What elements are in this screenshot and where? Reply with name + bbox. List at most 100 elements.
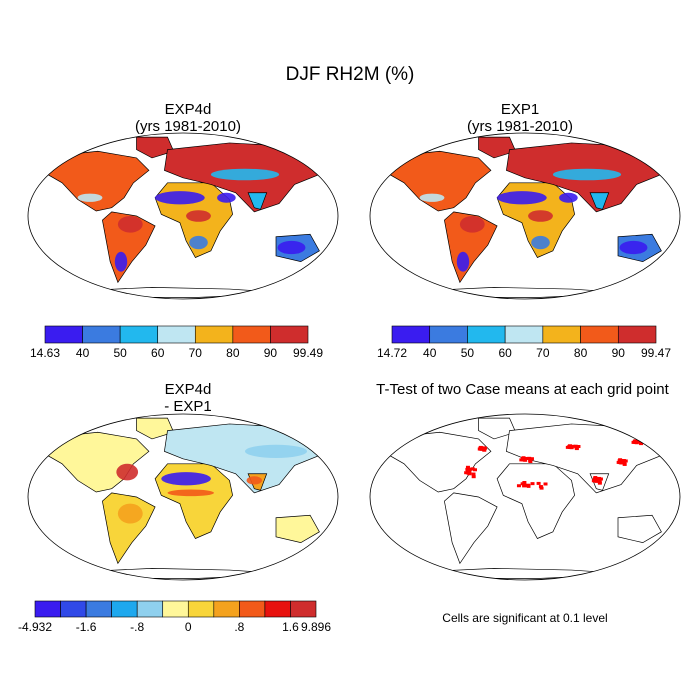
map-content-1 [39,136,333,298]
significant-cell [526,483,531,487]
field-region-7 [189,235,208,250]
significant-cell [543,482,548,486]
significant-cell [465,465,470,469]
colorbar-box [213,600,240,618]
field-region-3 [246,476,263,485]
colorbar-box [34,600,61,618]
colorbar-box [542,325,581,344]
colorbar-box [162,600,189,618]
continent-africa [496,463,575,539]
field-region-4 [186,210,211,222]
significant-cell [574,446,579,450]
colorbar-tick-label: .8 [234,620,244,634]
figure-title: DJF RH2M (%) [285,64,415,85]
continent-greenland [478,136,517,159]
field-region-0 [497,191,547,205]
field-region-4 [245,444,307,458]
field-region-8 [77,193,103,202]
map-content-4 [381,417,675,579]
colorbar-box [85,600,112,618]
field-region-3 [117,216,143,233]
field-region-5 [277,240,306,255]
map-frame-4 [369,413,681,581]
field-region-1 [217,192,236,203]
continent-australia [275,514,320,544]
colorbar-tick-label: 70 [536,346,550,360]
field-region-0 [161,472,211,486]
colorbar-tick-label: 1.6 [282,620,299,634]
colorbar-box [136,600,164,618]
panel-2-title-line2: (yrs 1981-2010) [467,118,573,135]
significant-cell [620,459,625,463]
significant-cell [473,468,478,472]
colorbar-tick-label: 70 [189,346,203,360]
colorbar-box [187,600,215,618]
colorbar-box [194,325,234,344]
colorbar-box [157,325,196,344]
continent-south-america [102,492,156,565]
continent-antarctica [424,287,634,298]
colorbar-box [239,600,266,618]
colorbar-tick-label: 80 [574,346,588,360]
significant-cell [516,484,521,488]
significant-cell [597,480,602,484]
field-region-0 [155,191,205,205]
significant-cell [529,457,534,461]
colorbar-box [82,325,121,344]
significant-cell [567,445,572,449]
field-region-5 [619,240,648,255]
continent-north-america [39,431,150,493]
colorbar-tick-label: 90 [612,346,626,360]
map-frame-3 [27,413,339,581]
field-region-7 [531,235,550,250]
significant-cell [595,477,600,481]
map-frame-1 [27,132,339,300]
significance-note: Cells are significant at 0.1 level [442,611,608,625]
continent-greenland [136,136,175,159]
colorbar-box [290,600,317,618]
continent-antarctica [82,568,292,579]
field-region-6 [456,251,470,272]
continent-greenland [136,417,175,440]
colorbar-2: 14.72 40 50 60 70 80 90 99.47 [377,325,671,360]
continent-greenland [478,417,517,440]
panel-1-title: EXP4d (yrs 1981-2010) [88,101,288,135]
continent-antarctica [82,287,292,298]
significant-cell [539,486,544,490]
significant-cell [528,458,533,462]
field-region-2 [552,168,622,181]
panel-1-title-line1: EXP4d [164,101,212,118]
significant-cell [638,441,643,445]
field-region-4 [528,210,553,222]
panel-3-title-line2: - EXP1 [164,398,212,415]
map-panel-2 [369,132,681,300]
panel-3-title: EXP4d - EXP1 [88,381,288,415]
colorbar-box [44,325,83,344]
colorbar-tick-label: 14.72 [377,346,407,360]
map-panel-3 [27,413,339,581]
colorbar-tick-label: 80 [226,346,240,360]
panel-2-title-line1: EXP1 [500,101,540,118]
significant-cell [622,461,627,465]
significant-cell [593,478,598,482]
colorbar-box [111,600,138,618]
map-panel-4 [369,413,681,581]
map-panel-1 [27,132,339,300]
panel-2-title: EXP1 (yrs 1981-2010) [420,101,620,135]
significant-cell [530,482,535,486]
significant-cell [471,472,476,476]
colorbar-tick-label: 50 [461,346,475,360]
significant-cell [571,444,576,448]
colorbar-box [270,325,309,344]
colorbar-3: -4.932 -1.6 -.8 0 .8 1.6 9.896 [18,600,331,634]
colorbar-tick-label: -4.932 [18,620,52,634]
significant-cell [482,447,487,451]
colorbar-box [504,325,544,344]
colorbar-box [264,600,291,618]
continent-india [589,192,610,210]
colorbar-tick-label: 99.49 [293,346,323,360]
significant-cell [521,457,526,461]
significant-cell [633,440,638,444]
continent-australia [617,514,662,544]
colorbar-tick-label: 40 [76,346,90,360]
